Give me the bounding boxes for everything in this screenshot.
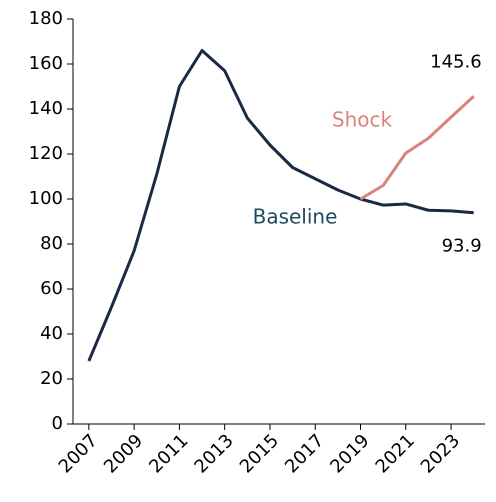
x-tick-label: 2013: [190, 430, 237, 477]
y-tick-label: 20: [40, 368, 63, 389]
x-tick-label: 2019: [326, 430, 373, 477]
line-shock: [359, 95, 475, 201]
y-tick-label: 0: [52, 413, 63, 434]
y-tick-label: 120: [29, 143, 63, 164]
y-tick-label: 140: [29, 98, 63, 119]
value-label: 93.9: [442, 236, 482, 257]
y-tick-label: 80: [40, 233, 63, 254]
x-tick-label: 2017: [281, 430, 328, 477]
x-tick-label: 2015: [236, 430, 283, 477]
x-tick-label: 2021: [372, 430, 419, 477]
y-tick-label: 100: [29, 188, 63, 209]
x-tick-label: 2023: [417, 430, 464, 477]
y-tick-label: 160: [29, 53, 63, 74]
series-annotation: Shock: [332, 108, 393, 132]
y-tick-label: 180: [29, 8, 63, 29]
value-label: 145.6: [430, 51, 482, 72]
series-annotation: Baseline: [253, 205, 338, 229]
y-tick-label: 60: [40, 278, 63, 299]
x-tick-label: 2011: [145, 430, 192, 477]
line-baseline: [87, 49, 474, 362]
y-tick-label: 40: [40, 323, 63, 344]
x-tick-label: 2007: [55, 430, 102, 477]
x-tick-label: 2009: [100, 430, 147, 477]
